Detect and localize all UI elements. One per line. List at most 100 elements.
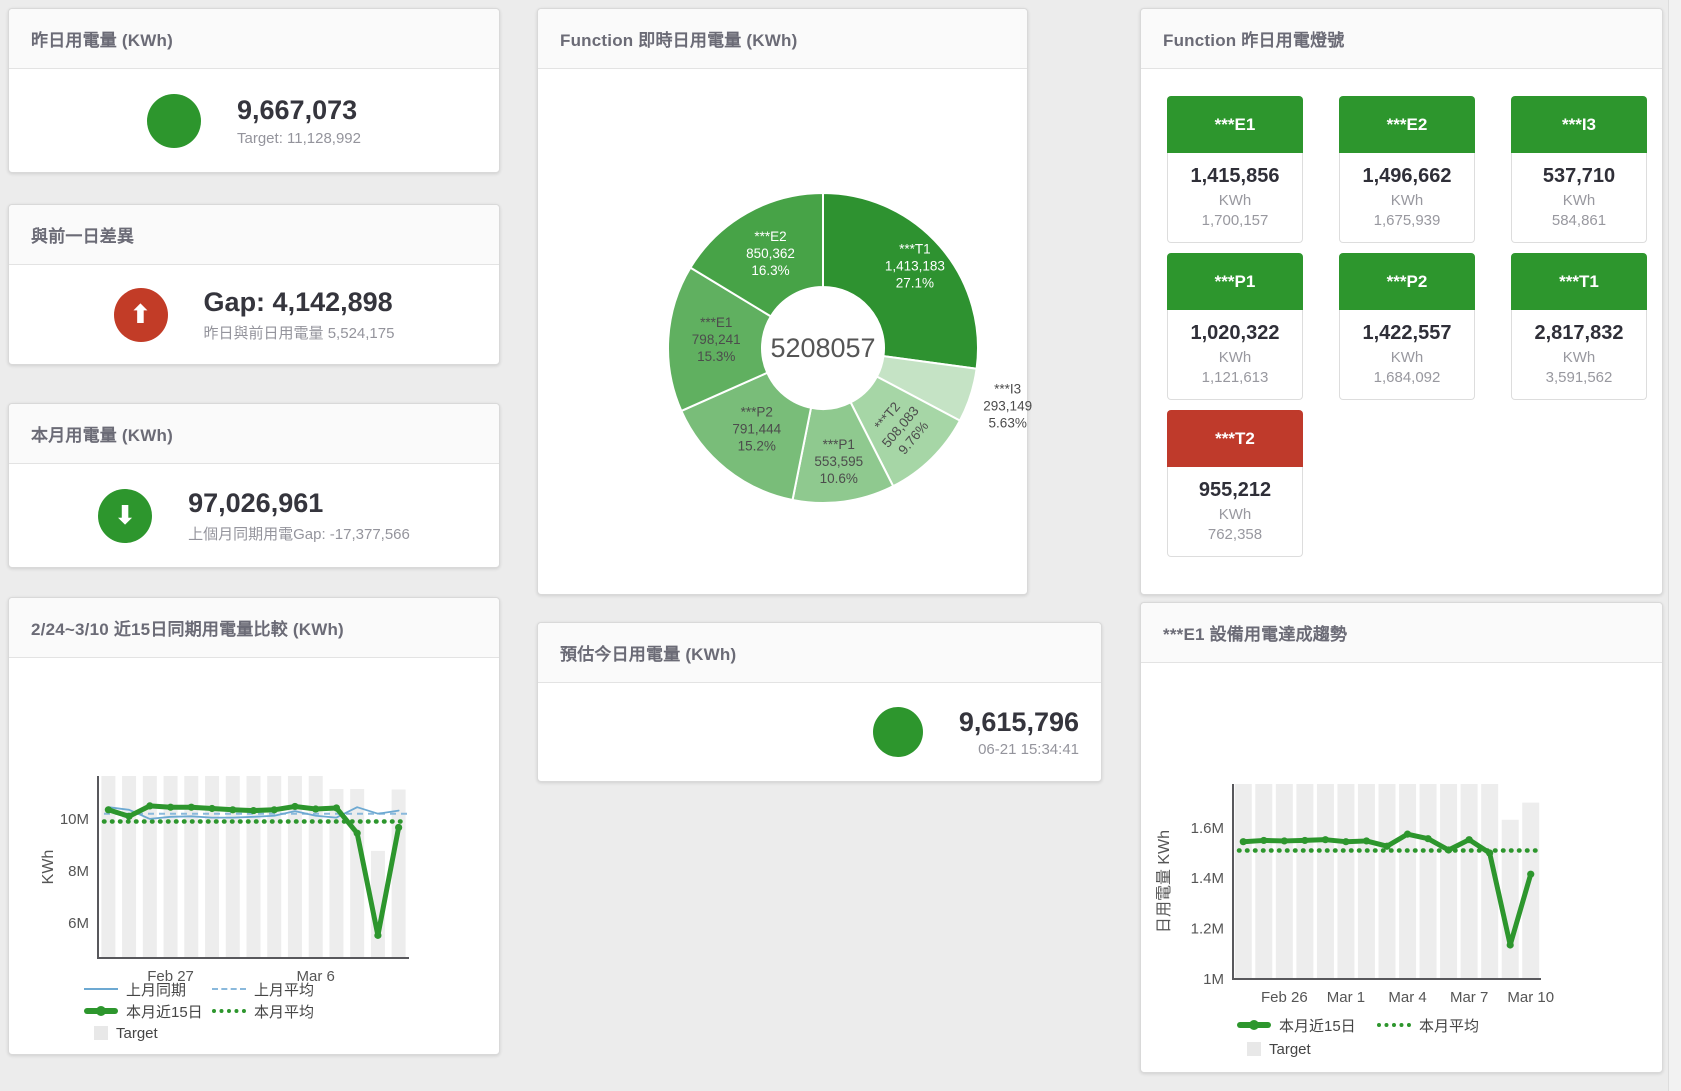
legend-label[interactable]: 上月同期 — [126, 981, 187, 999]
light-tile-header: ***P2 — [1339, 253, 1475, 310]
light-tile-value: 2,817,832 — [1534, 322, 1624, 344]
light-tile: ***I3 537,710 KWh 584,861 — [1511, 96, 1647, 243]
legend-target-icon — [1247, 1042, 1261, 1056]
legend-line-blue-icon — [84, 985, 118, 993]
legend-label[interactable]: 本月平均 — [254, 1003, 315, 1021]
panel-month-usage: 本月用電量 (KWh) ⬇ 97,026,961 上個月同期用電Gap: -17… — [8, 403, 500, 568]
yesterday-value: 9,667,073 — [237, 95, 358, 126]
panel-function-lights: Function 昨日用電燈號 ***E1 1,415,856 KWh 1,70… — [1140, 8, 1663, 595]
panel-day-gap: 與前一日差異 ⬆ Gap: 4,142,898 昨日與前日用電量 5,524,1… — [8, 204, 500, 365]
legend-label[interactable]: 上月平均 — [254, 981, 315, 999]
light-tile-value: 537,710 — [1542, 165, 1616, 187]
light-tile-target: 1,700,157 — [1201, 212, 1269, 229]
legend-dot-green-icon — [1377, 1021, 1411, 1029]
legend-label[interactable]: 本月近15日 — [126, 1003, 203, 1021]
estimate-timestamp: 06-21 15:34:41 — [978, 741, 1079, 759]
light-tile-value: 1,415,856 — [1190, 165, 1280, 187]
light-tile-target: 584,861 — [1551, 212, 1607, 229]
donut-slice-E2[interactable] — [689, 191, 824, 318]
panel-title[interactable]: Function 即時日用電量 (KWh) — [560, 31, 798, 50]
legend-label[interactable]: Target — [1269, 1040, 1311, 1058]
light-tile: ***E2 1,496,662 KWh 1,675,939 — [1339, 96, 1475, 243]
donut-slice-label: ***P1 553,595 10.6% — [814, 437, 863, 486]
panel-title[interactable]: 本月用電量 (KWh) — [31, 426, 173, 445]
light-tile: ***E1 1,415,856 KWh 1,700,157 — [1167, 96, 1303, 243]
yesterday-target: Target: 11,128,992 — [237, 129, 361, 147]
donut-slice-T1[interactable] — [822, 191, 979, 370]
panel-title[interactable]: 昨日用電量 (KWh) — [31, 31, 173, 50]
svg-text:Mar 4: Mar 4 — [1388, 989, 1426, 1006]
light-tile-target: 762,358 — [1207, 526, 1263, 543]
legend-label[interactable]: 本月近15日 — [1279, 1017, 1356, 1035]
compare-chart-legend: 上月同期 上月平均 本月近15日 本月平均 Target — [84, 978, 314, 1044]
svg-text:Mar 10: Mar 10 — [1507, 989, 1554, 1006]
legend-label[interactable]: 本月平均 — [1419, 1017, 1480, 1035]
legend-target-icon — [94, 1026, 108, 1040]
light-tile-header: ***T1 — [1511, 253, 1647, 310]
light-tile-target: 3,591,562 — [1545, 369, 1613, 386]
legend-line-green-icon — [84, 1006, 118, 1016]
light-tile-value: 1,496,662 — [1362, 165, 1452, 187]
panel-15day-compare: 2/24~3/10 近15日同期用電量比較 (KWh) 6M 8M 10M Feb 2… — [8, 597, 500, 1055]
donut-center-total: 5208057 — [770, 333, 875, 363]
status-circle-icon — [147, 93, 201, 148]
svg-text:Mar 7: Mar 7 — [1450, 989, 1488, 1006]
light-tile-value: 955,212 — [1198, 479, 1272, 501]
panel-title[interactable]: 與前一日差異 — [31, 227, 135, 246]
panel-title[interactable]: 2/24~3/10 近15日同期用電量比較 (KWh) — [31, 620, 344, 639]
svg-text:8M: 8M — [68, 863, 89, 880]
month-gap: 上個月同期用電Gap: -17,377,566 — [188, 525, 410, 543]
svg-text:Feb 26: Feb 26 — [1261, 989, 1308, 1006]
light-tile-unit: KWh — [1390, 192, 1424, 209]
light-tile-target: 1,684,092 — [1373, 369, 1441, 386]
light-tile-value: 1,020,322 — [1190, 322, 1280, 344]
svg-text:Mar 1: Mar 1 — [1327, 989, 1365, 1006]
donut-slice-label: ***E2 850,362 16.3% — [746, 229, 795, 278]
svg-text:KWh: KWh — [40, 850, 57, 885]
e1-trend-legend: 本月近15日 本月平均 Target — [1237, 1013, 1479, 1061]
arrow-up-icon: ⬆ — [113, 287, 168, 342]
light-tile-unit: KWh — [1562, 349, 1596, 366]
page-scrollbar[interactable] — [1668, 0, 1681, 1091]
donut-slice-label: ***E1 798,241 15.3% — [692, 315, 741, 364]
light-tile-header: ***P1 — [1167, 253, 1303, 310]
donut-chart: ***T1 1,413,183 27.1%***I3 293,149 5.63%***T… — [667, 191, 1032, 504]
panel-yesterday-usage: 昨日用電量 (KWh) 9,667,073 Target: 11,128,992 — [8, 8, 500, 173]
svg-text:日用電量 KWh: 日用電量 KWh — [1156, 830, 1173, 933]
donut-slice-label: ***P2 791,444 15.2% — [732, 405, 781, 454]
light-tile-grid: ***E1 1,415,856 KWh 1,700,157 ***E2 1,49… — [1141, 69, 1662, 557]
gap-subtitle: 昨日與前日用電量 5,524,175 — [203, 324, 395, 342]
light-tile-unit: KWh — [1218, 506, 1252, 523]
svg-text:Mar 6: Mar 6 — [297, 968, 335, 985]
panel-estimate-today: 預估今日用電量 (KWh) 9,615,796 06-21 15:34:41 — [537, 622, 1102, 782]
donut-slice-label: ***T1 1,413,183 27.1% — [885, 242, 945, 291]
svg-text:1.6M: 1.6M — [1191, 820, 1224, 837]
donut-slice-P2[interactable] — [680, 371, 813, 502]
light-tile-value: 1,422,557 — [1362, 322, 1452, 344]
legend-label[interactable]: Target — [116, 1024, 158, 1042]
panel-title[interactable]: ***E1 設備用電達成趨勢 — [1163, 625, 1348, 644]
e1-trend-chart: 1M 1.2M 1.4M 1.6M Feb 26 Mar 1 Mar 4 Mar 7 Mar 1… — [1156, 784, 1554, 1006]
status-circle-icon — [872, 707, 923, 757]
light-tile: ***P2 1,422,557 KWh 1,684,092 — [1339, 253, 1475, 400]
light-tile-header: ***E1 — [1167, 96, 1303, 153]
panel-function-realtime-donut: Function 即時日用電量 (KWh) ***T1 1,413,183 27.1… — [537, 8, 1032, 595]
light-tile-header: ***I3 — [1511, 96, 1647, 153]
light-tile-target: 1,121,613 — [1201, 369, 1269, 386]
light-tile-header: ***T2 — [1167, 410, 1303, 467]
light-tile: ***T2 955,212 KWh 762,358 — [1167, 410, 1303, 557]
light-tile: ***P1 1,020,322 KWh 1,121,613 — [1167, 253, 1303, 400]
light-tile: ***T1 2,817,832 KWh 3,591,562 — [1511, 253, 1647, 400]
svg-text:10M: 10M — [60, 811, 89, 828]
arrow-down-icon: ⬇ — [98, 488, 153, 543]
compare-chart: 6M 8M 10M Feb 27 Mar 6 KWh — [40, 776, 410, 985]
light-tile-header: ***E2 — [1339, 96, 1475, 153]
svg-text:Feb 27: Feb 27 — [147, 968, 194, 985]
panel-title[interactable]: Function 昨日用電燈號 — [1163, 31, 1345, 50]
light-tile-target: 1,675,939 — [1373, 212, 1441, 229]
gap-value: Gap: 4,142,898 — [203, 287, 393, 318]
light-tile-unit: KWh — [1218, 349, 1252, 366]
donut-slice-label: ***I3 293,149 5.63% — [983, 381, 1032, 430]
panel-title[interactable]: 預估今日用電量 (KWh) — [560, 645, 737, 664]
donut-slice-E1[interactable] — [667, 266, 773, 413]
